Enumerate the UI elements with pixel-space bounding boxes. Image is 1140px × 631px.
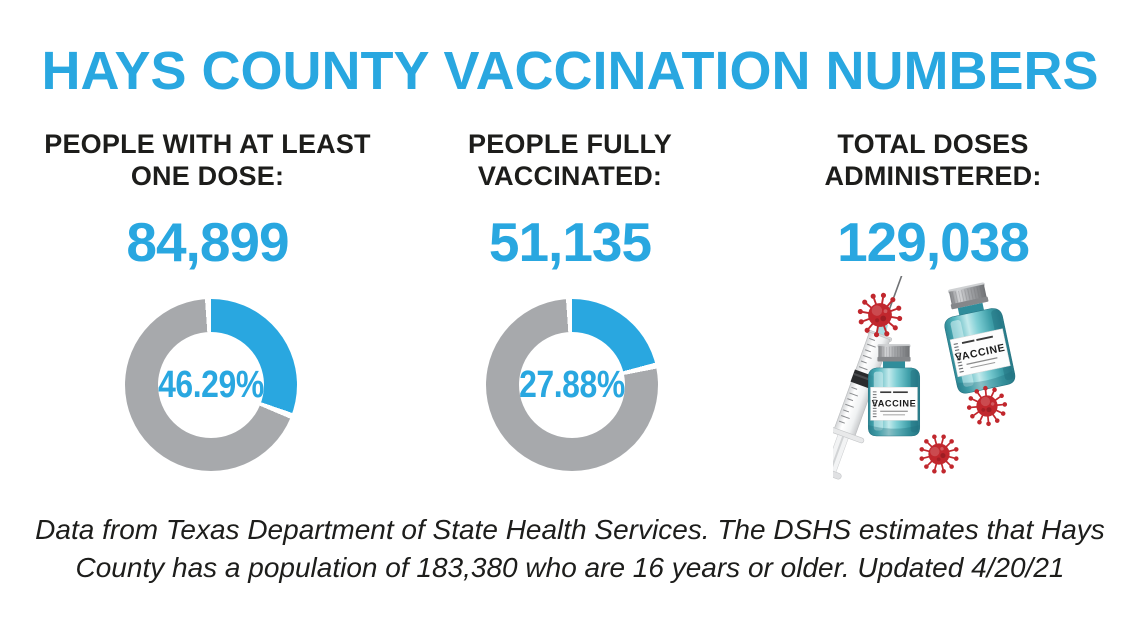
vaccine-illustration: VACCINE VACCINE [833, 276, 1018, 484]
stat-label-line2: ONE DOSE: [130, 161, 285, 191]
stat-label-line1: PEOPLE FULLY [468, 129, 672, 159]
source-note-line2: County has a population of 183,380 who a… [75, 552, 1065, 583]
donut-center: 27.88% [486, 299, 658, 471]
donut-chart-one-dose: 46.29% [125, 299, 297, 471]
source-note: Data from Texas Department of State Heal… [0, 511, 1140, 587]
vial-label-text: VACCINE [872, 399, 917, 409]
stat-label-total-doses: TOTAL DOSES ADMINISTERED: [748, 128, 1118, 192]
stat-value-one-dose: 84,899 [126, 211, 289, 273]
coronavirus-icon [914, 429, 963, 478]
page-title: HAYS COUNTY VACCINATION NUMBERS [41, 41, 1099, 101]
stat-label-line1: TOTAL DOSES [837, 129, 1029, 159]
donut-center: 46.29% [125, 299, 297, 471]
stat-column-one-dose: PEOPLE WITH AT LEAST ONE DOSE: 84,899 [25, 128, 390, 270]
source-note-line1: Data from Texas Department of State Heal… [35, 514, 1105, 545]
donut-center-label: 46.29% [158, 363, 264, 406]
donut-chart-fully-vaccinated: 27.88% [486, 299, 658, 471]
stat-label-fully-vaccinated: PEOPLE FULLY VACCINATED: [398, 128, 742, 192]
stat-label-line2: ADMINISTERED: [824, 161, 1042, 191]
donut-center-label: 27.88% [519, 363, 625, 406]
stat-label-one-dose: PEOPLE WITH AT LEAST ONE DOSE: [25, 128, 390, 192]
vaccine-vial-icon: VACCINE [936, 279, 1018, 396]
stat-value-fully-vaccinated: 51,135 [488, 211, 652, 273]
stat-label-line2: VACCINATED: [477, 161, 663, 191]
vaccine-vial-icon: VACCINE [867, 343, 921, 437]
stat-label-line1: PEOPLE WITH AT LEAST [44, 129, 371, 159]
stat-value-total-doses: 129,038 [837, 211, 1030, 273]
stat-column-total-doses: TOTAL DOSES ADMINISTERED: 129,038 [748, 128, 1118, 270]
stat-column-fully-vaccinated: PEOPLE FULLY VACCINATED: 51,135 [398, 128, 742, 270]
